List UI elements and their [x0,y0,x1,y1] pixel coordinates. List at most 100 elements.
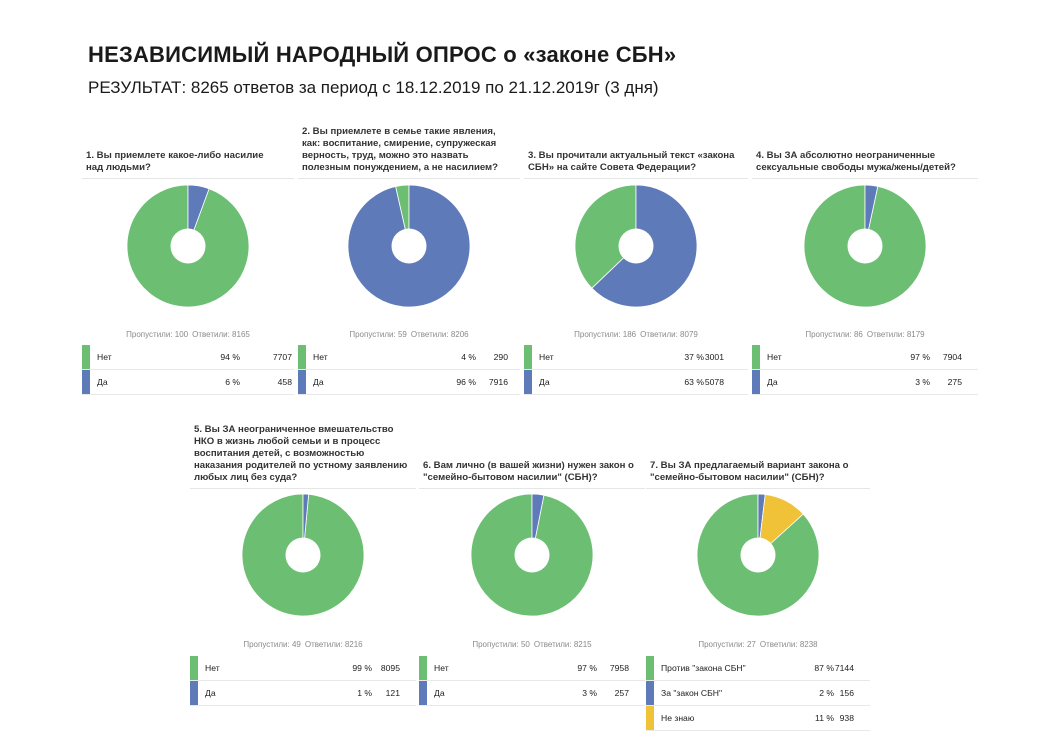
answer-label: Да [539,377,550,387]
skipped-count: Пропустили: 86 [805,330,863,339]
answer-percent: 3 % [582,688,597,698]
response-counts: Пропустили: 86 Ответили: 8179 [752,330,978,339]
answer-label: Против "закона СБН" [661,663,746,673]
answer-label: Нет [767,352,782,362]
answered-count: Ответили: 8238 [759,640,818,649]
page-title: НЕЗАВИСИМЫЙ НАРОДНЫЙ ОПРОС о «законе СБН… [88,42,677,67]
question-divider [646,488,870,489]
answer-percent: 97 % [910,352,930,362]
answer-percent: 4 % [461,352,476,362]
skipped-count: Пропустили: 27 [698,640,756,649]
skipped-count: Пропустили: 49 [243,640,301,649]
answer-row: Да 3 % 275 [752,370,978,395]
legend-swatch [82,370,90,394]
answer-percent: 1 % [357,688,372,698]
answer-percent: 87 % [814,663,834,673]
pie-slice-1 [803,184,927,308]
donut-hole [170,228,206,264]
response-counts: Пропустили: 100 Ответили: 8165 [82,330,294,339]
survey-question-7: 7. Вы ЗА предлагаемый вариант закона о "… [646,400,870,735]
answer-count: 7916 [488,377,508,387]
answer-count: 121 [385,688,400,698]
answer-percent: 11 % [815,713,834,723]
legend-swatch [298,370,306,394]
answer-label: Да [97,377,108,387]
answer-row: Да 6 % 458 [82,370,294,395]
survey-question-2: 2. Вы приемлете в семье такие явления, к… [298,116,520,399]
answer-row: Да 96 % 7916 [298,370,520,395]
answer-count: 257 [614,688,629,698]
skipped-count: Пропустили: 50 [472,640,530,649]
answer-label: Да [313,377,324,387]
answer-percent: 94 % [220,352,240,362]
legend-swatch [419,681,427,705]
donut-hole [618,228,654,264]
donut-hole [285,537,321,573]
page-subtitle: РЕЗУЛЬТАТ: 8265 ответов за период с 18.1… [88,78,659,97]
donut-chart [126,184,250,308]
question-divider [82,178,294,179]
legend-swatch [524,370,532,394]
survey-question-1: 1. Вы приемлете какое-либо насилие над л… [82,116,294,399]
question-divider [752,178,978,179]
answer-label: Не знаю [661,713,695,723]
answer-count: 7904 [942,352,962,362]
answer-row: Нет 37 % 3001 [524,345,748,370]
answer-row: Да 63 % 5078 [524,370,748,395]
donut-hole [391,228,427,264]
answer-percent: 2 % [819,688,834,698]
answer-row: Нет 97 % 7904 [752,345,978,370]
answer-count: 290 [493,352,508,362]
response-counts: Пропустили: 186 Ответили: 8079 [524,330,748,339]
answer-label: Нет [205,663,220,673]
answer-label: Нет [434,663,449,673]
answer-count: 156 [839,688,854,698]
answer-row: Не знаю 11 % 938 [646,706,870,731]
response-counts: Пропустили: 49 Ответили: 8216 [190,640,416,649]
answer-count: 7958 [609,663,629,673]
answer-row: Нет 97 % 7958 [419,656,645,681]
donut-hole [514,537,550,573]
answer-count: 275 [947,377,962,387]
pie-slice-3 [757,493,804,557]
answer-label: Нет [539,352,554,362]
donut-chart [241,493,365,617]
answer-percent: 99 % [352,663,372,673]
answer-count: 5078 [704,377,724,387]
question-title: 1. Вы приемлете какое-либо насилие над л… [86,150,264,173]
answer-row: Против "закона СБН" 87 % 7144 [646,656,870,681]
donut-chart [470,493,594,617]
legend-swatch [298,345,306,369]
answer-count: 458 [277,377,292,387]
question-title: 5. Вы ЗА неограниченное вмешательство НК… [194,424,408,483]
answer-label: Да [434,688,445,698]
answered-count: Ответили: 8179 [866,330,925,339]
response-counts: Пропустили: 27 Ответили: 8238 [646,640,870,649]
donut-chart [574,184,698,308]
donut-hole [740,537,776,573]
answer-label: Нет [97,352,112,362]
answer-label: Нет [313,352,328,362]
legend-swatch [524,345,532,369]
answer-row: Да 1 % 121 [190,681,416,706]
answer-percent: 96 % [456,377,476,387]
skipped-count: Пропустили: 59 [349,330,407,339]
answer-count: 938 [839,713,854,723]
answered-count: Ответили: 8079 [640,330,698,339]
skipped-count: Пропустили: 186 [574,330,637,339]
survey-question-4: 4. Вы ЗА абсолютно неограниченные сексуа… [752,116,978,399]
survey-question-5: 5. Вы ЗА неограниченное вмешательство НК… [190,400,416,710]
question-title: 4. Вы ЗА абсолютно неограниченные сексуа… [756,150,956,173]
question-divider [419,488,645,489]
answer-row: Нет 94 % 7707 [82,345,294,370]
skipped-count: Пропустили: 100 [126,330,189,339]
legend-swatch [190,656,198,680]
donut-chart [696,493,820,617]
question-divider [298,178,520,179]
question-divider [524,178,748,179]
answer-label: За "закон СБН" [661,688,722,698]
question-title: 3. Вы прочитали актуальный текст «закона… [528,150,735,173]
answer-row: Нет 4 % 290 [298,345,520,370]
answer-percent: 97 % [577,663,597,673]
legend-swatch [419,656,427,680]
